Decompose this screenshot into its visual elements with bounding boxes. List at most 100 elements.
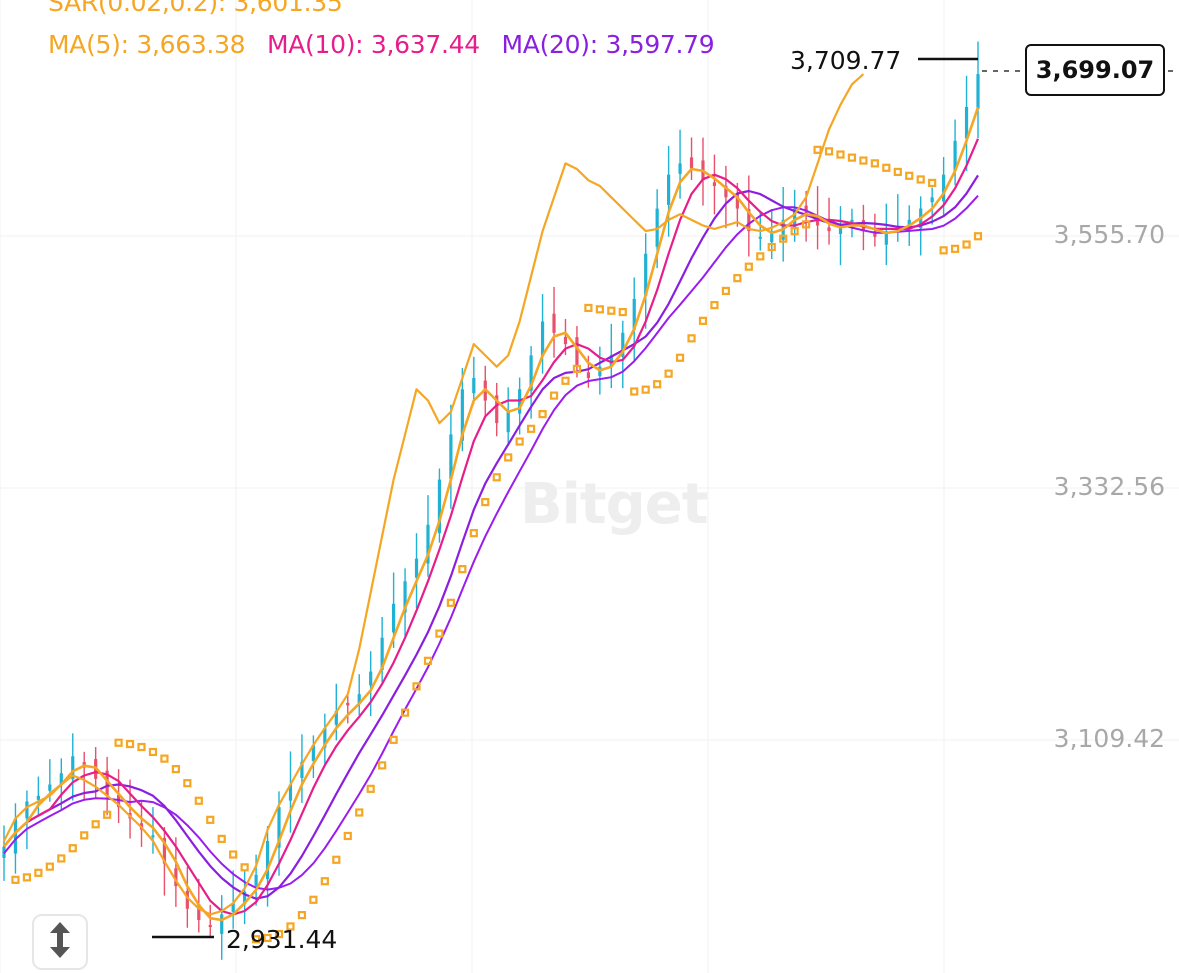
candle-body [815,217,820,226]
sar-dot [744,262,753,271]
candle-body [770,231,774,243]
sar-dot [103,810,112,819]
sar-dot [217,834,226,843]
sar-dot [653,380,662,389]
sar-dot [229,850,238,859]
sar-dot [893,167,902,177]
candle-body [712,182,717,186]
sar-dot [160,754,169,763]
candle-body [724,185,728,198]
sar-dot [939,246,948,255]
candle-body [357,694,361,704]
sar-dot [962,240,971,249]
sar-dot [80,831,89,840]
sar-dot [492,473,501,482]
candle-body [220,914,224,934]
sar-dot [561,376,570,385]
candle-body [907,219,911,228]
y-axis-tick-label: 3,555.70 [1053,220,1165,249]
candle-body [13,818,18,854]
candle-body [747,209,751,232]
sar-dot [320,877,329,886]
sar-dot [183,779,192,788]
sar-dot [504,453,513,462]
candle-body [540,321,545,357]
candle-body [575,337,579,367]
sar-dot [297,910,307,920]
sar-dot [194,796,203,805]
sar-dot [618,307,627,317]
sar-dot [790,227,799,236]
sar-dot [57,854,66,863]
sar-dot [148,747,158,757]
candle-body [942,174,946,202]
sar-dot [171,765,180,774]
ma-legend: MA(5): 3,663.38 MA(10): 3,637.44 MA(20):… [48,30,728,59]
sar-dot [698,316,708,325]
candle-body [300,761,304,779]
ma20-legend-label: MA(20): 3,597.79 [501,30,715,59]
sar-dot [549,391,559,400]
y-axis-tick-label: 3,332.56 [1053,472,1165,501]
sar-dot [836,150,845,159]
candle-body [71,756,75,780]
sar-dot [389,735,398,744]
sar-dot [206,815,215,824]
sar-dot [435,629,444,638]
sar-dot [240,863,249,872]
ma5-line [2,106,980,922]
candle-body [953,140,957,171]
candle-body [850,219,854,225]
candle-body [964,106,969,139]
ma5-line-secondary [3,73,865,916]
sar-dot [378,761,387,770]
sar-dot [584,303,593,313]
candle-body [609,355,613,366]
candle-body [25,801,29,819]
sar-dot [950,244,960,253]
candle-body [506,411,510,433]
sar-dot [721,286,731,296]
candle-body [162,838,167,864]
candle-body [552,313,556,333]
candle-body [667,174,671,205]
sar-dot [332,855,341,864]
sar-dot [458,565,467,574]
sar-dot [630,387,639,396]
candle-body [838,225,843,234]
sar-dot [733,274,742,283]
sar-dot [446,598,455,607]
sar-dot [928,178,937,188]
sar-dot [22,873,32,882]
candle-body [689,157,694,170]
candle-body [449,434,453,479]
candle-body [437,479,442,534]
candle-body [621,332,625,357]
sar-dot [813,145,822,154]
sar-dot [973,232,983,241]
ma20-line [3,174,979,900]
candle-body [426,524,430,564]
candle-body [495,395,499,424]
candle-body [346,702,350,706]
sar-dot [607,306,616,315]
candle-body [403,581,407,613]
current-price-box[interactable]: 3,699.07 [1025,44,1165,96]
high-price-label: 3,709.77 [790,46,902,75]
candle-body [151,835,155,838]
sar-dot [595,305,604,314]
candle-body [678,163,682,174]
candle-body [48,784,52,791]
sar-dot [11,875,20,884]
candle-body [208,925,212,928]
sar-dot [515,437,524,446]
sar-dot [916,175,925,184]
ma10-line [3,138,980,916]
sar-dot [263,933,272,943]
sar-dot [675,353,685,362]
sar-dot [802,220,811,229]
candle-body [884,231,888,245]
scale-toggle-button[interactable] [32,914,88,970]
sar-dot [756,252,765,261]
